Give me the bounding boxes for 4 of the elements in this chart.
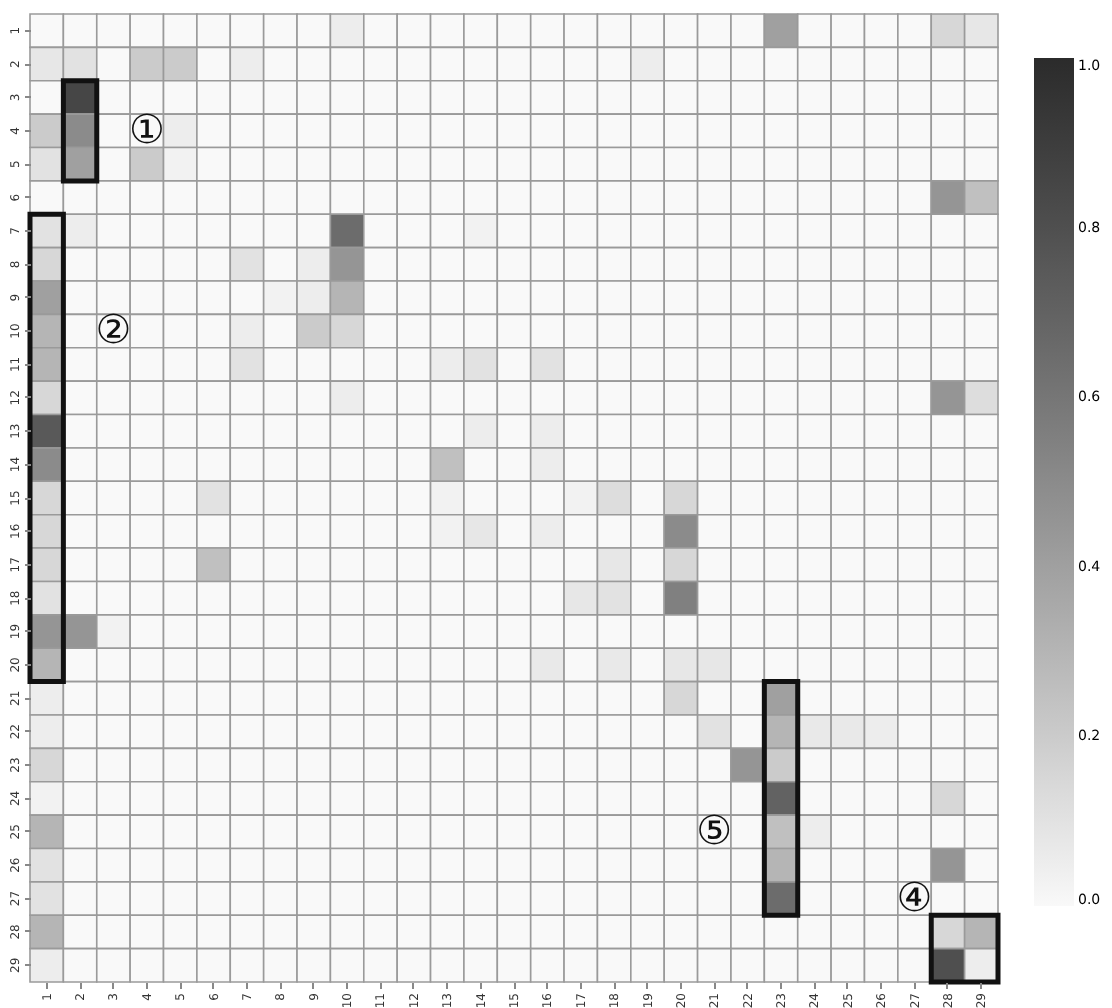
annotation: ①: [128, 104, 165, 153]
annotation: ⑤: [696, 805, 733, 854]
annotation: ④: [896, 872, 933, 921]
annotation: ②: [95, 305, 132, 354]
